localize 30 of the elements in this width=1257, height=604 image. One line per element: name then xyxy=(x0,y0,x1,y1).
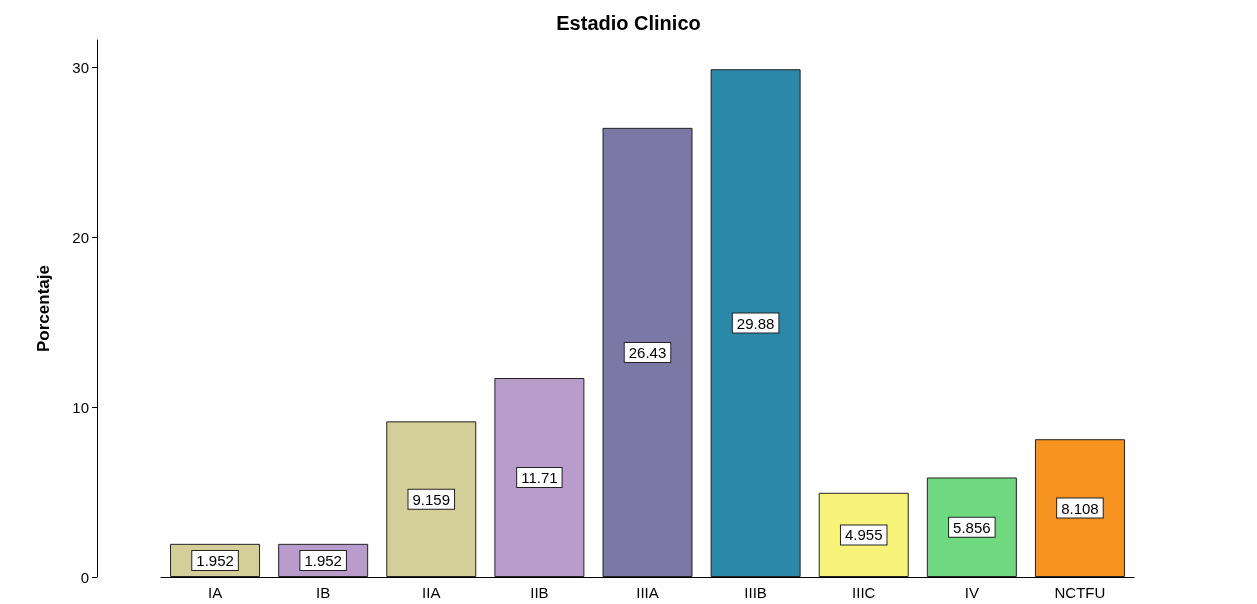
x-tick-label: IB xyxy=(316,584,331,601)
y-tick-label: 20 xyxy=(72,228,89,246)
data-label: 8.108 xyxy=(1061,499,1099,517)
x-tick-label: IIIB xyxy=(744,584,767,601)
x-tick-label: NCTFU xyxy=(1054,584,1106,601)
bar xyxy=(926,477,1017,577)
y-tick-label: 30 xyxy=(72,58,89,76)
data-label: 5.856 xyxy=(953,518,991,536)
x-tick-label: IIA xyxy=(422,584,441,601)
x-tick-label: IIIC xyxy=(852,584,876,601)
y-tick-label: 10 xyxy=(72,398,89,416)
data-label: 11.71 xyxy=(521,469,558,486)
bar xyxy=(710,69,801,577)
data-label: 1.952 xyxy=(304,551,342,569)
data-label: 9.159 xyxy=(412,490,451,508)
y-axis-title: Porcentaje xyxy=(34,265,53,352)
chart-title: Estadio Clinico xyxy=(556,12,701,34)
x-tick-label: IA xyxy=(207,584,223,601)
bar xyxy=(602,127,693,577)
x-tick-label: IIB xyxy=(530,584,549,601)
data-label: 26.43 xyxy=(628,343,667,361)
y-tick-label: 0 xyxy=(80,568,89,586)
data-label: 1.952 xyxy=(196,551,234,569)
x-tick-label: IIIA xyxy=(636,584,659,601)
x-tick-label: IV xyxy=(964,584,979,601)
bar xyxy=(494,378,585,577)
bar xyxy=(386,421,477,577)
data-label: 4.955 xyxy=(844,526,883,544)
data-label: 29.88 xyxy=(736,314,775,332)
bar xyxy=(1034,439,1125,577)
